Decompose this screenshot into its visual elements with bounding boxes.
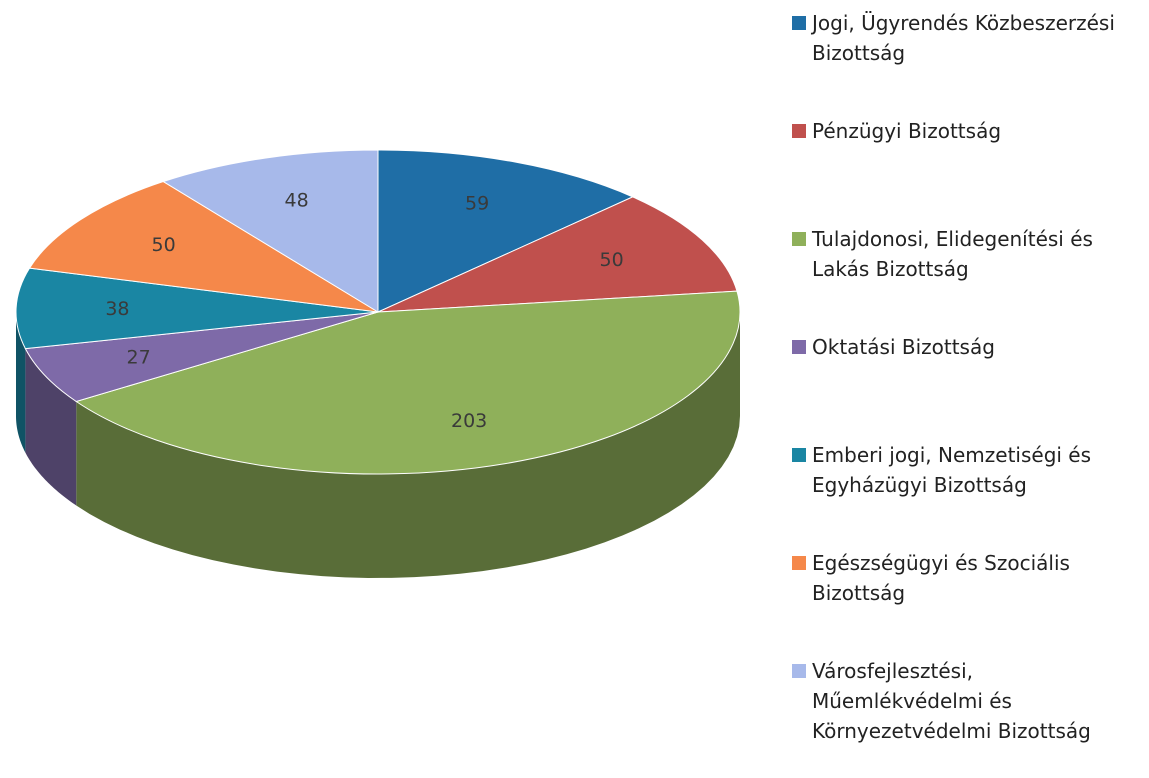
legend-label: Tulajdonosi, Elidegenítési és Lakás Bizo… — [812, 227, 1093, 281]
slice — [15, 267, 379, 350]
data-label: 48 — [285, 190, 309, 212]
data-label: 50 — [152, 234, 176, 256]
legend-swatch — [792, 340, 806, 354]
legend-label: Pénzügyi Bizottság — [812, 119, 1002, 143]
slice-side — [76, 312, 741, 578]
legend-label: Egészségügyi és Szociális Bizottság — [812, 551, 1070, 605]
legend-item: Emberi jogi, Nemzetiségi és Egyházügyi B… — [792, 440, 1142, 548]
legend-item: Városfejlesztési, Műemlékvédelmi és Körn… — [792, 656, 1142, 764]
legend-item: Pénzügyi Bizottság — [792, 116, 1142, 224]
slice-side — [16, 312, 26, 453]
legend-label: Emberi jogi, Nemzetiségi és Egyházügyi B… — [812, 443, 1092, 497]
legend-swatch — [792, 448, 806, 462]
slice — [162, 149, 379, 313]
legend-swatch — [792, 16, 806, 30]
data-label: 38 — [105, 298, 129, 320]
slice — [28, 181, 379, 313]
legend-label: Jogi, Ügyrendés Közbeszerzési Bizottság — [812, 11, 1115, 65]
slice — [24, 311, 379, 403]
legend-label: Városfejlesztési, Műemlékvédelmi és Körn… — [812, 659, 1091, 743]
legend: Jogi, Ügyrendés Közbeszerzési Bizottság P… — [792, 8, 1142, 764]
slice — [75, 290, 741, 475]
legend-item: Egészségügyi és Szociális Bizottság — [792, 548, 1142, 656]
chart: 59 50 203 27 38 50 48 — [15, 149, 741, 578]
data-label: 27 — [127, 347, 151, 369]
legend-swatch — [792, 232, 806, 246]
data-label: 50 — [599, 249, 623, 271]
legend-swatch — [792, 664, 806, 678]
legend-item: Oktatási Bizottság — [792, 332, 1142, 440]
legend-item: Jogi, Ügyrendés Közbeszerzési Bizottság — [792, 8, 1142, 116]
slice — [377, 196, 738, 313]
slice-side — [25, 348, 77, 506]
data-label: 203 — [451, 410, 487, 432]
legend-swatch — [792, 556, 806, 570]
legend-item: Tulajdonosi, Elidegenítési és Lakás Bizo… — [792, 224, 1142, 332]
legend-label: Oktatási Bizottság — [812, 335, 995, 359]
data-label: 59 — [465, 193, 489, 215]
legend-swatch — [792, 124, 806, 138]
slice — [377, 149, 634, 313]
